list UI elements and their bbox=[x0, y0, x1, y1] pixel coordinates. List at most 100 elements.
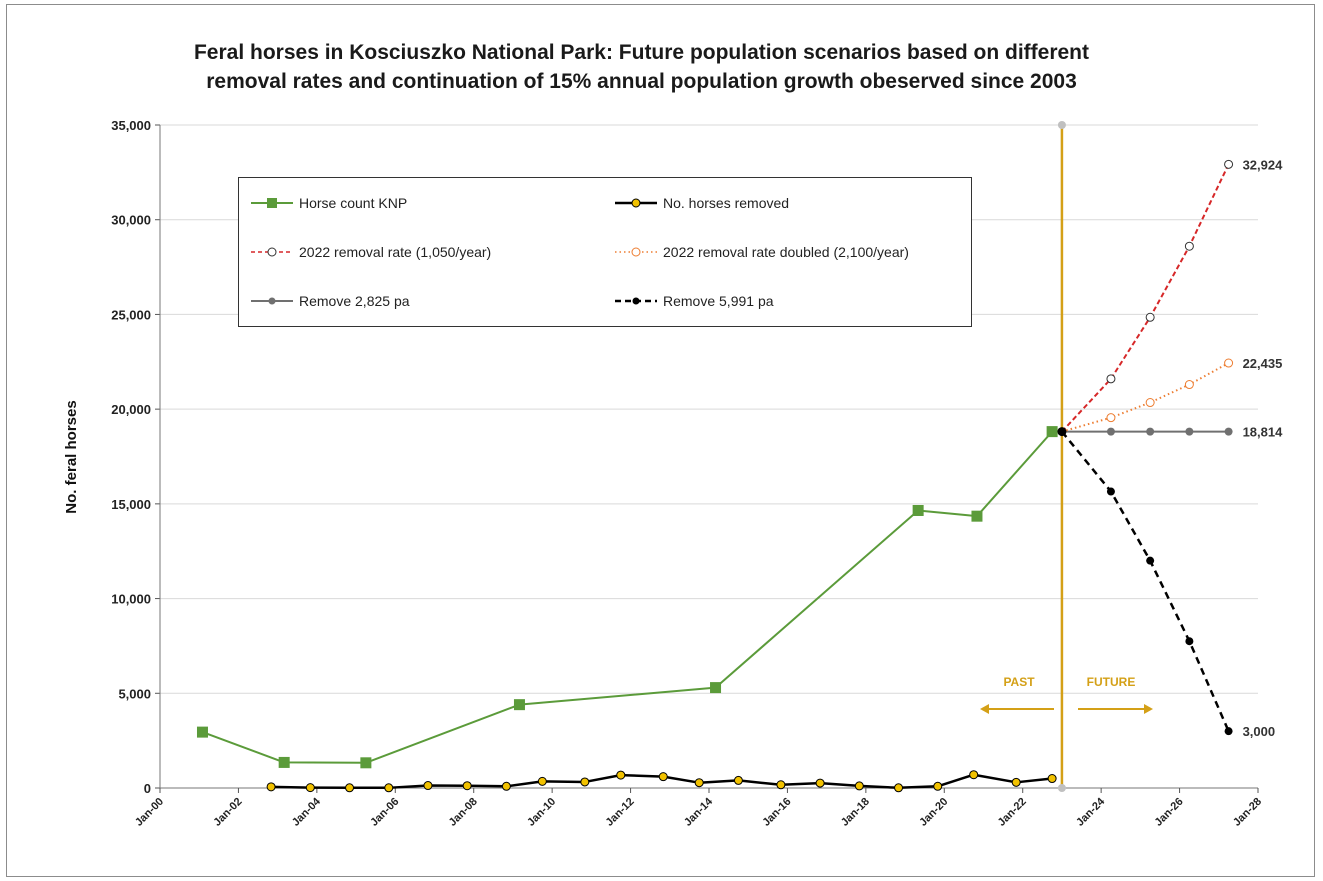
y-axis-title: No. feral horses bbox=[63, 400, 80, 513]
data-point bbox=[1106, 487, 1115, 496]
legend: Horse count KNP No. horses removed 2022 … bbox=[238, 177, 972, 327]
data-point bbox=[305, 783, 315, 793]
end-label: 3,000 bbox=[1243, 724, 1276, 739]
data-point bbox=[1146, 427, 1155, 436]
data-point bbox=[894, 783, 904, 793]
legend-item-remove-2825: Remove 2,825 pa bbox=[239, 277, 609, 326]
y-tick-label: 0 bbox=[144, 781, 151, 796]
legend-swatch-remove-2825 bbox=[251, 297, 293, 305]
x-tick-label: Jan-20 bbox=[917, 796, 950, 829]
end-labels: 32,924 22,435 18,814 3,000 bbox=[1243, 157, 1284, 739]
y-tick-label: 20,000 bbox=[111, 402, 151, 417]
data-point bbox=[462, 781, 472, 791]
x-tick-label: Jan-06 bbox=[368, 796, 401, 829]
data-point bbox=[710, 682, 722, 694]
data-point bbox=[501, 781, 511, 791]
data-point bbox=[694, 778, 704, 788]
series-rate-2022 bbox=[1061, 159, 1234, 433]
legend-label-remove-2825: Remove 2,825 pa bbox=[299, 293, 410, 310]
data-point bbox=[969, 770, 979, 780]
x-tick-label: Jan-28 bbox=[1231, 796, 1264, 829]
x-tick-label: Jan-12 bbox=[604, 796, 637, 829]
legend-item-2022-rate: 2022 removal rate (1,050/year) bbox=[239, 227, 609, 276]
chart-frame bbox=[6, 4, 1315, 877]
data-point bbox=[1047, 774, 1057, 784]
x-tick-label: Jan-16 bbox=[760, 796, 793, 829]
legend-swatch-horse-count bbox=[251, 197, 293, 208]
y-tick-labels: 0 5,000 10,000 15,000 20,000 25,000 30,000 35,0… bbox=[111, 118, 151, 796]
y-tick-label: 5,000 bbox=[118, 686, 151, 701]
data-point bbox=[196, 726, 208, 738]
series-line-horse-count bbox=[202, 430, 1053, 764]
data-point bbox=[733, 775, 743, 785]
series-horse-count bbox=[196, 426, 1058, 769]
series-line-rate-2022-doubled bbox=[1061, 362, 1230, 433]
x-tick-label: Jan-10 bbox=[525, 796, 558, 829]
legend-label-horse-count: Horse count KNP bbox=[299, 194, 408, 211]
series-horses-removed bbox=[266, 770, 1057, 793]
projection-start-point bbox=[1057, 427, 1067, 437]
chart-title: Feral horses in Kosciuszko National Park… bbox=[0, 38, 1283, 96]
legend-swatch-2022-rate-doubled bbox=[615, 247, 657, 257]
data-point bbox=[971, 510, 983, 522]
future-label: FUTURE bbox=[1087, 675, 1136, 689]
data-point bbox=[537, 776, 547, 786]
legend-label-2022-rate: 2022 removal rate (1,050/year) bbox=[299, 243, 492, 260]
chart-title-line-1: Feral horses in Kosciuszko National Park… bbox=[193, 41, 1089, 64]
y-tick-label: 15,000 bbox=[111, 497, 151, 512]
chart-title-line-2: removal rates and continuation of 15% an… bbox=[206, 70, 1077, 93]
end-label: 32,924 bbox=[1243, 157, 1284, 172]
data-point bbox=[1185, 427, 1194, 436]
series-layer bbox=[196, 159, 1234, 793]
x-tick-label: Jan-14 bbox=[682, 795, 716, 829]
x-tick-label: Jan-02 bbox=[211, 796, 244, 829]
divider-top-cap bbox=[1057, 121, 1066, 129]
x-tick-label: Jan-26 bbox=[1153, 796, 1186, 829]
series-line-rate-2022 bbox=[1061, 163, 1230, 433]
data-point bbox=[1224, 727, 1233, 736]
data-point bbox=[1184, 380, 1194, 390]
x-tick-label: Jan-04 bbox=[290, 795, 324, 829]
data-point bbox=[345, 783, 355, 793]
legend-item-remove-5991: Remove 5,991 pa bbox=[609, 277, 973, 326]
data-point bbox=[1106, 413, 1116, 423]
series-remove-2825 bbox=[1061, 427, 1233, 436]
series-rate-2022-doubled bbox=[1061, 358, 1234, 433]
past-label: PAST bbox=[1003, 675, 1035, 689]
data-point bbox=[616, 770, 626, 780]
series-remove-5991 bbox=[1060, 430, 1233, 736]
legend-swatch-2022-rate bbox=[251, 247, 293, 257]
data-point bbox=[360, 757, 372, 769]
divider-bottom-cap bbox=[1057, 784, 1066, 792]
data-point bbox=[1146, 556, 1155, 565]
data-point bbox=[1106, 374, 1116, 384]
y-tick-label: 30,000 bbox=[111, 213, 151, 228]
y-tick-label: 25,000 bbox=[111, 307, 151, 322]
data-point bbox=[580, 777, 590, 787]
data-point bbox=[423, 781, 433, 791]
past-future-annotation: PAST FUTURE bbox=[980, 675, 1153, 714]
data-point bbox=[1011, 777, 1021, 787]
x-tick-label: Jan-08 bbox=[447, 796, 480, 829]
past-future-divider bbox=[1057, 121, 1066, 792]
end-label: 22,435 bbox=[1243, 356, 1283, 371]
legend-item-horses-removed: No. horses removed bbox=[609, 178, 973, 227]
data-point bbox=[1145, 312, 1155, 322]
data-point bbox=[1224, 358, 1234, 368]
data-point bbox=[1046, 426, 1058, 438]
data-point bbox=[912, 504, 924, 516]
legend-item-2022-rate-doubled: 2022 removal rate doubled (2,100/year) bbox=[609, 227, 973, 276]
data-point bbox=[1145, 398, 1155, 408]
data-point bbox=[266, 782, 276, 792]
y-tick-label: 10,000 bbox=[111, 592, 151, 607]
legend-swatch-horses-removed bbox=[615, 198, 657, 208]
x-tick-label: Jan-24 bbox=[1074, 795, 1108, 829]
data-point bbox=[1224, 159, 1234, 169]
x-tick-label: Jan-00 bbox=[133, 796, 166, 829]
x-tick-label: Jan-18 bbox=[839, 796, 872, 829]
end-label: 18,814 bbox=[1243, 425, 1284, 440]
x-tick-label: Jan-22 bbox=[996, 796, 1029, 829]
legend-label-horses-removed: No. horses removed bbox=[663, 194, 790, 211]
data-point bbox=[933, 781, 943, 791]
